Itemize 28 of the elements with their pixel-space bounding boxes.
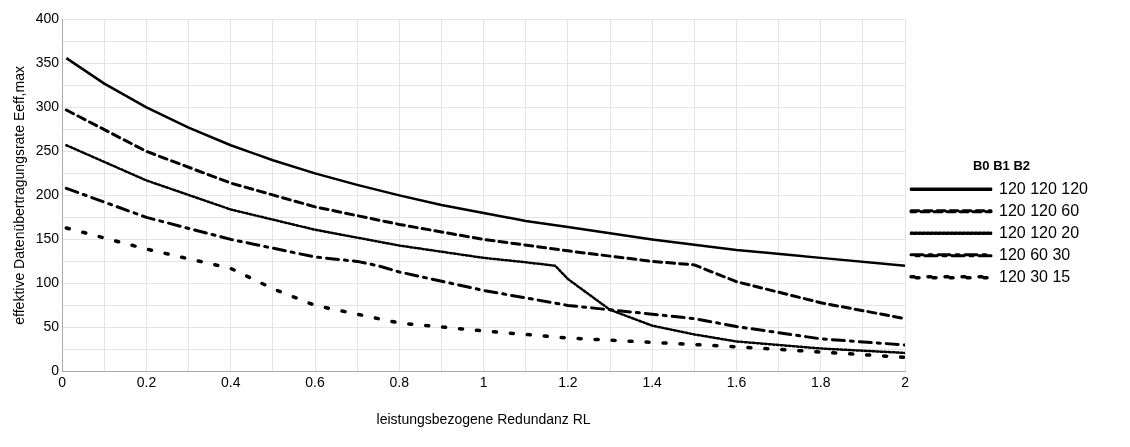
- line-series: [64, 108, 906, 321]
- legend-label: 120 120 60: [999, 201, 1080, 219]
- x-tick-label: 0.6: [305, 373, 325, 390]
- x-tick-label: 0.8: [389, 373, 410, 390]
- legend-label: 120 60 30: [999, 245, 1071, 263]
- y-tick-label: 250: [35, 142, 60, 159]
- y-tick-label: 50: [43, 318, 60, 335]
- x-tick-label: 2: [901, 373, 910, 390]
- y-tick-label: 200: [35, 186, 60, 203]
- legend-label: 120 120 20: [999, 223, 1080, 241]
- x-tick-label: 1: [479, 373, 488, 390]
- x-tick-label: 0.4: [221, 373, 241, 390]
- x-tick-label: 1.2: [558, 373, 578, 390]
- legend-label: 120 120 120: [999, 179, 1089, 197]
- legend-label: 120 30 15: [999, 267, 1071, 285]
- x-tick-label: 0.2: [136, 373, 157, 390]
- x-tick-label: 1.4: [642, 373, 663, 390]
- y-tick-label: 350: [35, 54, 60, 71]
- y-axis-title: effektive Datenübertragungsrate Eeff,max: [11, 66, 28, 325]
- x-tick-label: 1.8: [811, 373, 831, 390]
- y-tick-label: 0: [51, 362, 60, 379]
- y-tick-label: 100: [35, 274, 60, 291]
- y-tick-label: 400: [35, 10, 60, 27]
- legend-title: B0 B1 B2: [972, 157, 1031, 173]
- y-tick-label: 150: [35, 230, 60, 247]
- y-tick-label: 300: [35, 98, 60, 115]
- x-axis-title: leistungsbezogene Redundanz RL: [376, 411, 591, 428]
- x-tick-label: 1.6: [726, 373, 747, 390]
